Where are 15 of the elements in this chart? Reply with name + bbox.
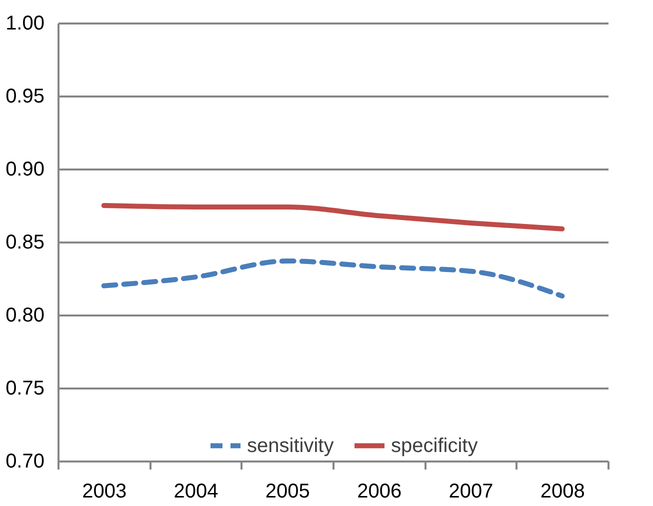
x-tick-label: 2005 <box>265 480 310 502</box>
y-tick-label: 0.90 <box>6 158 44 180</box>
x-tick-label: 2003 <box>82 480 127 502</box>
x-tick-label: 2004 <box>174 480 218 502</box>
legend-label: sensitivity <box>247 434 334 457</box>
x-tick-label: 2008 <box>540 480 585 502</box>
x-tick-label: 2006 <box>357 480 402 502</box>
legend-label: specificity <box>391 434 478 457</box>
y-tick-label: 0.85 <box>6 232 44 254</box>
y-tick-label: 0.70 <box>6 450 44 472</box>
x-tick-label: 2007 <box>448 480 494 502</box>
y-tick-label: 1.00 <box>6 12 44 34</box>
y-tick-label: 0.95 <box>6 86 44 108</box>
y-tick-label: 0.80 <box>6 304 44 326</box>
y-tick-label: 0.75 <box>6 378 44 400</box>
